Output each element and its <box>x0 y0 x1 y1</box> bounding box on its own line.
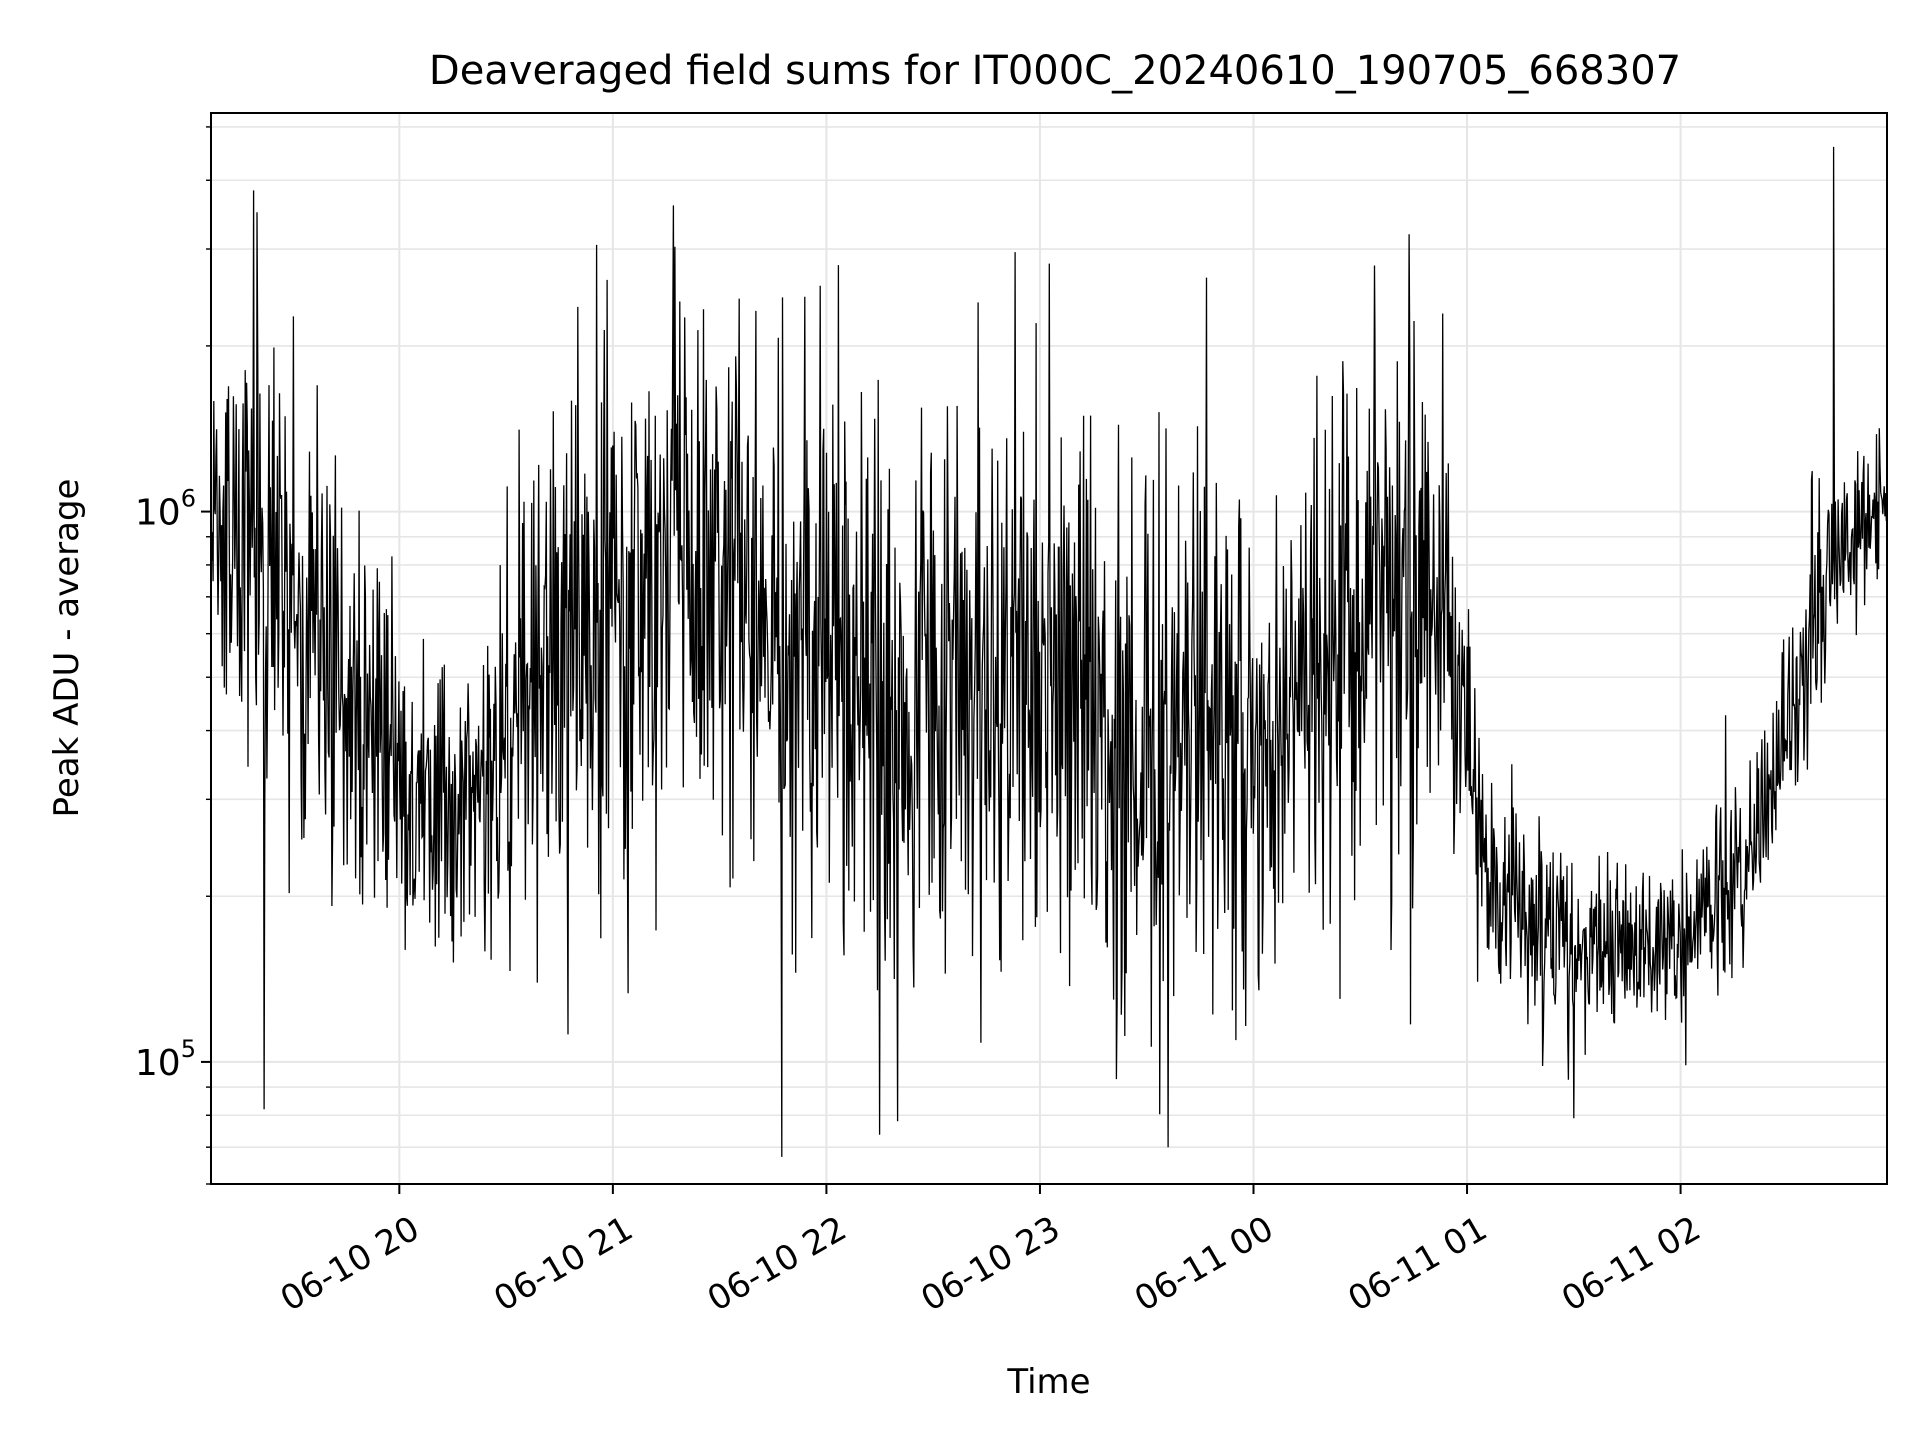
chart-title: Deaveraged field sums for IT000C_2024061… <box>429 48 1681 94</box>
series-line <box>210 146 1888 1157</box>
y-tick-label: 106 <box>135 485 196 534</box>
plot-frame <box>210 112 1888 1185</box>
x-axis-label: Time <box>1006 1362 1090 1402</box>
y-tick-label: 105 <box>135 1035 196 1084</box>
y-axis: 105 106 <box>135 126 211 1185</box>
y-axis-label: Peak ADU - average <box>47 479 87 818</box>
series-line-group <box>210 146 1888 1157</box>
